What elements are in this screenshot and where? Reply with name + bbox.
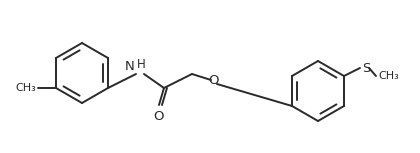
Text: S: S xyxy=(362,62,370,75)
Text: CH₃: CH₃ xyxy=(15,83,36,93)
Text: CH₃: CH₃ xyxy=(378,71,399,81)
Text: O: O xyxy=(209,73,219,86)
Text: O: O xyxy=(154,110,164,123)
Text: H: H xyxy=(137,58,146,71)
Text: N: N xyxy=(125,60,135,73)
